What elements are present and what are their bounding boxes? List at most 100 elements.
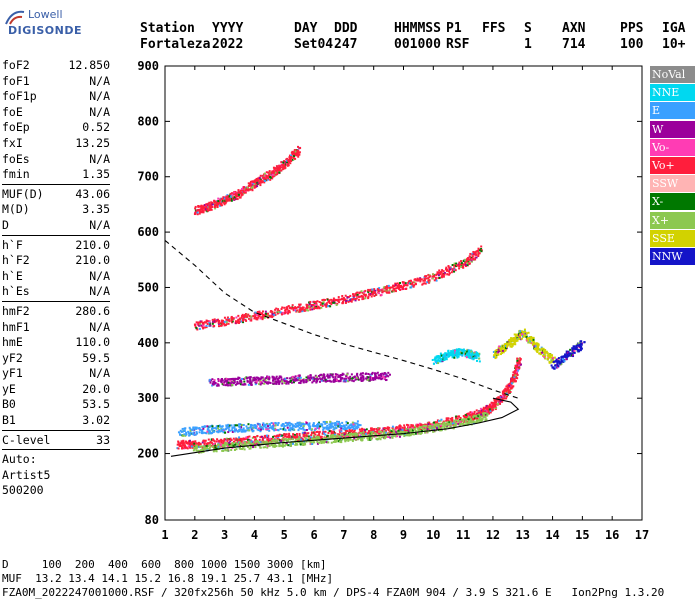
echo-point [199,428,202,431]
echo-point [444,352,447,355]
echo-point [431,423,434,426]
echo-point [196,328,199,331]
echo-point [202,327,205,330]
param-divider [2,300,110,302]
echo-point [300,307,303,310]
echo-point [478,421,481,424]
echo-point [221,379,224,382]
echo-point [297,155,300,158]
echo-point [447,270,450,273]
echo-point [288,436,291,439]
echo-point [355,432,358,435]
echo-point [406,434,409,437]
echo-point [318,374,321,377]
echo-point [321,304,324,307]
echo-point [268,445,271,448]
echo-point [414,429,417,432]
echo-point [341,302,344,305]
echo-point [498,345,501,348]
echo-point [379,438,382,441]
echo-point [216,430,219,433]
echo-point [305,307,308,310]
param-value: N/A [89,104,110,119]
echo-point [287,438,290,441]
param-row: foEs N/A [2,152,110,168]
echo-point [441,425,444,428]
echo-point [337,296,340,299]
echo-point [482,414,485,417]
echo-point [503,389,506,392]
echo-point [385,427,388,430]
echo-point [205,444,208,447]
echo-point [181,430,184,433]
echo-point [261,382,264,385]
echo-point [372,292,375,295]
echo-point [369,373,372,376]
echo-point [344,440,347,443]
echo-point [416,278,419,281]
echo-point [380,375,383,378]
x-tick-label: 2 [191,528,198,542]
echo-point [466,352,469,355]
echo-point [240,315,243,318]
echo-point [479,410,482,413]
echo-point [259,184,262,187]
echo-point [393,289,396,292]
echo-point [218,444,221,447]
echo-point [469,419,472,422]
echo-point [255,376,258,379]
echo-point [221,449,224,452]
echo-point [400,288,403,291]
param-row: B1 3.02 [2,413,110,429]
echo-point [266,178,269,181]
echo-point [284,165,287,168]
echo-point [254,426,257,429]
echo-point [246,427,249,430]
echo-point [176,447,179,450]
echo-point [508,384,511,387]
echo-point [197,204,200,207]
echo-point [254,381,257,384]
echo-point [184,427,187,430]
echo-point [445,417,448,420]
echo-point [335,424,338,427]
echo-point [279,165,282,168]
echo-point [229,192,232,195]
echo-point [289,424,292,427]
echo-point [200,204,203,207]
echo-point [209,440,212,443]
echo-point [374,372,377,375]
echo-point [252,435,255,438]
echo-point [251,436,254,439]
x-tick-label: 5 [281,528,288,542]
echo-point [274,167,277,170]
echo-point [278,171,281,174]
echo-point [499,402,502,405]
echo-point [413,281,416,284]
echo-point [342,300,345,303]
echo-point [454,352,457,355]
echo-point [238,191,241,194]
echo-point [491,401,494,404]
echo-point [471,255,474,258]
echo-trace [431,348,481,365]
echo-point [424,282,427,285]
echo-point [265,423,268,426]
echo-point [454,269,457,272]
echo-point [210,379,213,382]
echo-point [370,427,373,430]
echo-point [213,440,216,443]
echo-point [466,354,469,357]
echo-point [435,361,438,364]
echo-point [505,397,508,400]
echo-point [449,268,452,271]
echo-point [281,168,284,171]
param-row: foEp 0.52 [2,120,110,136]
echo-point [473,417,476,420]
echo-point [376,371,379,374]
echo-point [239,192,242,195]
echo-point [368,293,371,296]
echo-point [286,422,289,425]
echo-point [271,424,274,427]
echo-point [421,429,424,432]
